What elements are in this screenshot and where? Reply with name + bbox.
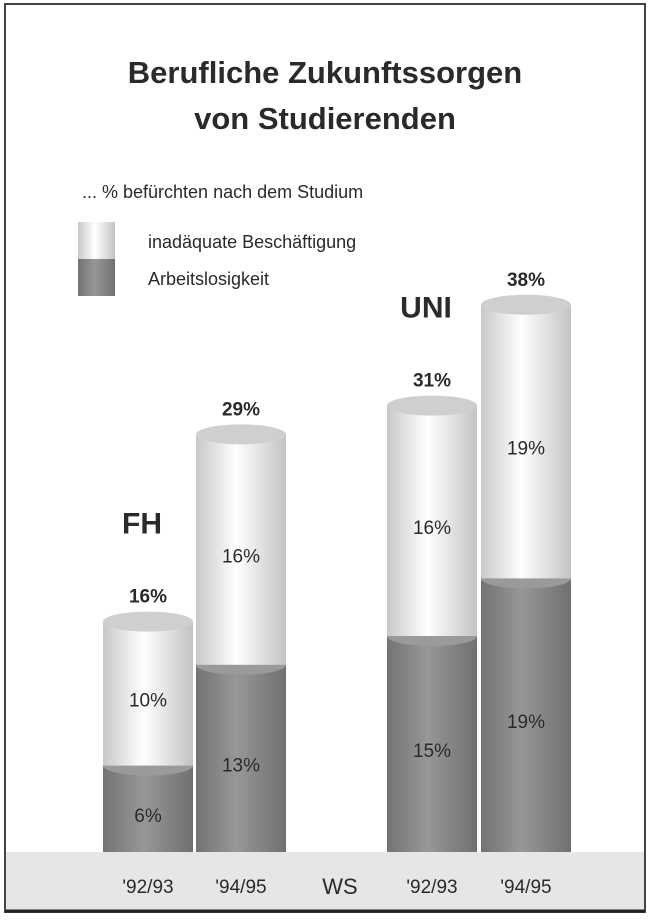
- total-label: 29%: [222, 399, 260, 420]
- total-label: 16%: [129, 587, 167, 608]
- base-strip: [6, 852, 644, 910]
- x-tick-label: '94/95: [215, 877, 266, 898]
- value-label: 19%: [507, 712, 545, 733]
- bar-segment: [196, 664, 286, 852]
- chart-title: von Studierenden: [194, 101, 456, 136]
- bar-cap: [196, 424, 286, 445]
- value-label: 15%: [413, 741, 451, 762]
- bar-cap: [481, 294, 571, 315]
- group-label: FH: [122, 508, 162, 541]
- value-label: 16%: [413, 518, 451, 539]
- bar-segment: [387, 636, 477, 852]
- legend-swatch: [78, 222, 115, 259]
- value-label: 13%: [222, 755, 260, 776]
- value-label: 16%: [222, 547, 260, 568]
- x-axis-label: WS: [322, 874, 357, 899]
- total-label: 31%: [413, 371, 451, 392]
- bar-segment: [103, 765, 193, 852]
- legend-label: inadäquate Beschäftigung: [148, 232, 356, 252]
- x-tick-label: '92/93: [406, 877, 457, 898]
- legend-swatch: [78, 259, 115, 296]
- x-tick-label: '92/93: [122, 877, 173, 898]
- x-tick-label: '94/95: [500, 877, 551, 898]
- value-label: 19%: [507, 439, 545, 460]
- bar-segment: [196, 434, 286, 665]
- value-label: 10%: [129, 691, 167, 712]
- value-label: 6%: [134, 806, 162, 827]
- subtitle: ... % befürchten nach dem Studium: [82, 182, 363, 202]
- bar-segment: [481, 304, 571, 579]
- bar-segment: [481, 578, 571, 852]
- total-label: 38%: [507, 270, 545, 291]
- bar-segment: [103, 621, 193, 766]
- bar-segment: [387, 405, 477, 636]
- chart-title: Berufliche Zukunftssorgen: [128, 55, 522, 90]
- bar-cap: [387, 395, 477, 416]
- group-label: UNI: [400, 292, 452, 325]
- bar-cap: [103, 611, 193, 632]
- legend-label: Arbeitslosigkeit: [148, 269, 269, 289]
